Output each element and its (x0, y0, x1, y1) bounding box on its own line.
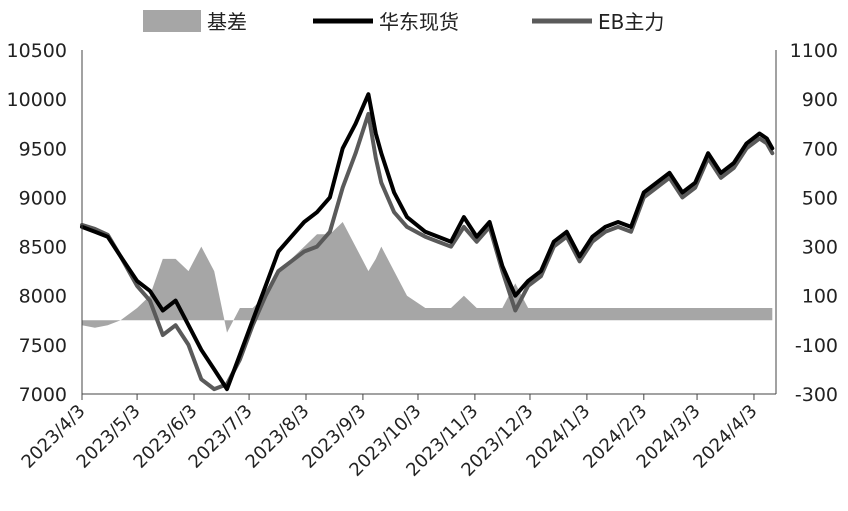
series-basis-area (82, 222, 773, 333)
y-right-tick-label: 1100 (790, 40, 838, 62)
legend-futures-label: EB主力 (598, 10, 664, 34)
y-right-tick-label: 900 (802, 89, 838, 111)
y-left-tick-label: 7500 (19, 335, 67, 357)
axes: 7000 7500 8000 8500 9000 9500 10000 10500 -300 -1… (7, 40, 838, 481)
y-right-tick-label: -100 (795, 335, 838, 357)
y-right-tick-label: 500 (802, 187, 838, 209)
legend-basis-swatch (143, 10, 201, 32)
y-left-tick-label: 9000 (19, 187, 67, 209)
series-futures-line (80, 111, 775, 392)
y-right-tick-label: 700 (802, 138, 838, 160)
series-spot-line (80, 92, 775, 392)
y-left-tick-label: 10500 (7, 40, 67, 62)
legend: 基差 华东现货 EB主力 (143, 10, 664, 34)
plot-area (80, 92, 775, 392)
y-left-tick-label: 8500 (19, 237, 67, 259)
y-right-tick-label: -300 (795, 384, 838, 406)
legend-spot-label: 华东现货 (379, 10, 459, 34)
y-right-tick-label: 100 (802, 286, 838, 308)
y-left-tick-label: 8000 (19, 286, 67, 308)
legend-basis-label: 基差 (207, 10, 247, 34)
y-right-tick-label: 300 (802, 237, 838, 259)
y-left-tick-label: 10000 (7, 89, 67, 111)
y-left-tick-label: 7000 (19, 384, 67, 406)
y-left-tick-label: 9500 (19, 138, 67, 160)
